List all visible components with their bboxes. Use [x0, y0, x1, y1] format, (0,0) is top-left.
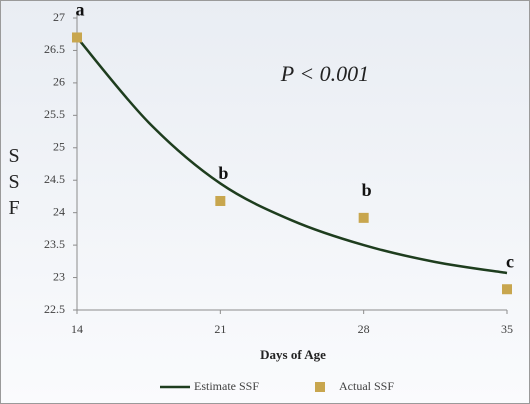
x-tick-label: 35 [501, 322, 513, 336]
y-tick-label: 23.5 [44, 237, 65, 251]
x-tick-label: 28 [358, 322, 370, 336]
x-tick-label: 14 [71, 322, 83, 336]
legend-swatch [315, 382, 325, 392]
y-tick-label: 26.5 [44, 42, 65, 56]
significance-letter: c [506, 251, 514, 271]
y-axis-label: SSF [3, 145, 25, 223]
y-tick-label: 25.5 [44, 107, 65, 121]
x-tick-label: 21 [214, 322, 226, 336]
y-tick-label: 23 [53, 269, 65, 283]
y-tick-label: 24 [53, 204, 65, 218]
y-tick-label: 27 [53, 10, 65, 24]
y-tick-label: 22.5 [44, 302, 65, 316]
y-tick-label: 24.5 [44, 172, 65, 186]
marker [215, 195, 226, 206]
x-axis-label: Days of Age [260, 347, 326, 362]
significance-letter: a [76, 0, 85, 20]
annotation: P < 0.001 [280, 61, 369, 86]
y-tick-label: 26 [53, 75, 65, 89]
significance-letter: b [362, 180, 372, 200]
estimate-line [76, 36, 508, 275]
legend-label: Actual SSF [339, 379, 394, 393]
marker [358, 212, 369, 223]
y-tick-label: 25 [53, 140, 65, 154]
significance-letter: b [218, 163, 228, 183]
legend-label: Estimate SSF [194, 379, 259, 393]
marker [72, 32, 82, 43]
marker [502, 284, 512, 295]
